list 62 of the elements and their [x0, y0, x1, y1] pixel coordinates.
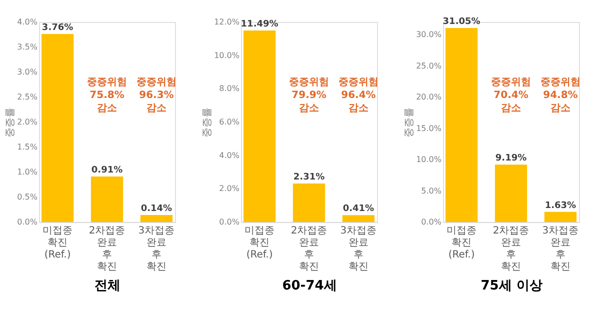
- x-tick-label: 미접종 확진 (Ref.): [42, 226, 73, 260]
- y-tick-label: 12.0%: [214, 18, 240, 26]
- x-tick-label: 미접종 확진 (Ref.): [446, 226, 477, 260]
- y-tick-label: 10.0%: [214, 50, 240, 60]
- bar: [243, 30, 276, 222]
- data-label: 9.19%: [495, 154, 527, 164]
- y-tick-label: 5.0%: [421, 186, 442, 196]
- y-tick-label: 0.0%: [17, 218, 38, 226]
- y-tick-label: 8.0%: [219, 84, 240, 94]
- y-tick-label: 2.0%: [17, 118, 38, 126]
- annotation: 중증위험 79.9% 감소: [289, 77, 329, 114]
- bar: [41, 34, 74, 222]
- bar: [90, 176, 124, 222]
- y-tick-label: 3.0%: [17, 68, 38, 76]
- x-tick-label: 2차접종 완료 후 확진: [492, 226, 530, 272]
- annotation: 중증위험 70.4% 감소: [491, 77, 531, 114]
- x-tick-label: 2차접종 완료 후 확진: [88, 226, 126, 272]
- y-tick-label: 20.0%: [416, 92, 442, 102]
- bar: [292, 184, 326, 222]
- y-tick-label: 4.0%: [17, 18, 38, 26]
- x-axis-title: 60-74세: [282, 278, 337, 294]
- y-tick-label: 3.5%: [17, 42, 38, 52]
- y-tick-label: 25.0%: [416, 61, 442, 70]
- y-tick-label: 1.5%: [17, 142, 38, 152]
- bar: [140, 215, 173, 222]
- y-tick-label: 0.0%: [421, 218, 442, 226]
- data-label: 2.31%: [293, 172, 325, 182]
- annotation: 중증위험 96.4% 감소: [338, 77, 378, 114]
- y-tick-label: 2.5%: [17, 92, 38, 102]
- y-tick-label: 2.0%: [219, 184, 240, 194]
- y-tick-label: 4.0%: [219, 150, 240, 160]
- y-axis-title: 중증률: [5, 108, 16, 138]
- annotation: 중증위험 94.8% 감소: [540, 77, 580, 114]
- bar: [445, 28, 478, 222]
- y-tick-label: 0.0%: [219, 218, 240, 226]
- x-axis-title: 전체: [94, 278, 120, 294]
- y-tick-label: 10.0%: [416, 155, 442, 164]
- bar: [342, 215, 375, 222]
- bar: [494, 164, 528, 222]
- data-label: 11.49%: [240, 20, 278, 30]
- data-label: 0.41%: [342, 204, 374, 214]
- annotation: 중증위험 96.3% 감소: [136, 77, 176, 114]
- data-label: 0.91%: [91, 166, 123, 176]
- y-tick-label: 15.0%: [416, 124, 442, 133]
- data-label: 0.14%: [140, 204, 172, 214]
- x-tick-label: 미접종 확진 (Ref.): [244, 226, 275, 260]
- x-tick-label: 3차접종 완료 후 확진: [340, 226, 377, 272]
- y-tick-label: 30.0%: [416, 30, 442, 39]
- x-tick-label: 2차접종 완료 후 확진: [290, 226, 328, 272]
- y-tick-label: 6.0%: [219, 118, 240, 126]
- y-axis-title: 중증률: [404, 108, 416, 138]
- data-label: 3.76%: [42, 23, 74, 33]
- y-tick-label: 0.5%: [17, 192, 38, 202]
- x-tick-label: 3차접종 완료 후 확진: [542, 226, 579, 272]
- data-label: 1.63%: [544, 200, 576, 211]
- data-label: 31.05%: [442, 16, 480, 27]
- bar: [544, 212, 577, 222]
- x-tick-label: 3차접종 완료 후 확진: [138, 226, 175, 272]
- annotation: 중증위험 75.8% 감소: [87, 77, 127, 114]
- y-axis-title: 중증률: [202, 108, 214, 138]
- x-axis-title: 75세 이상: [480, 278, 542, 294]
- y-tick-label: 1.0%: [17, 168, 38, 176]
